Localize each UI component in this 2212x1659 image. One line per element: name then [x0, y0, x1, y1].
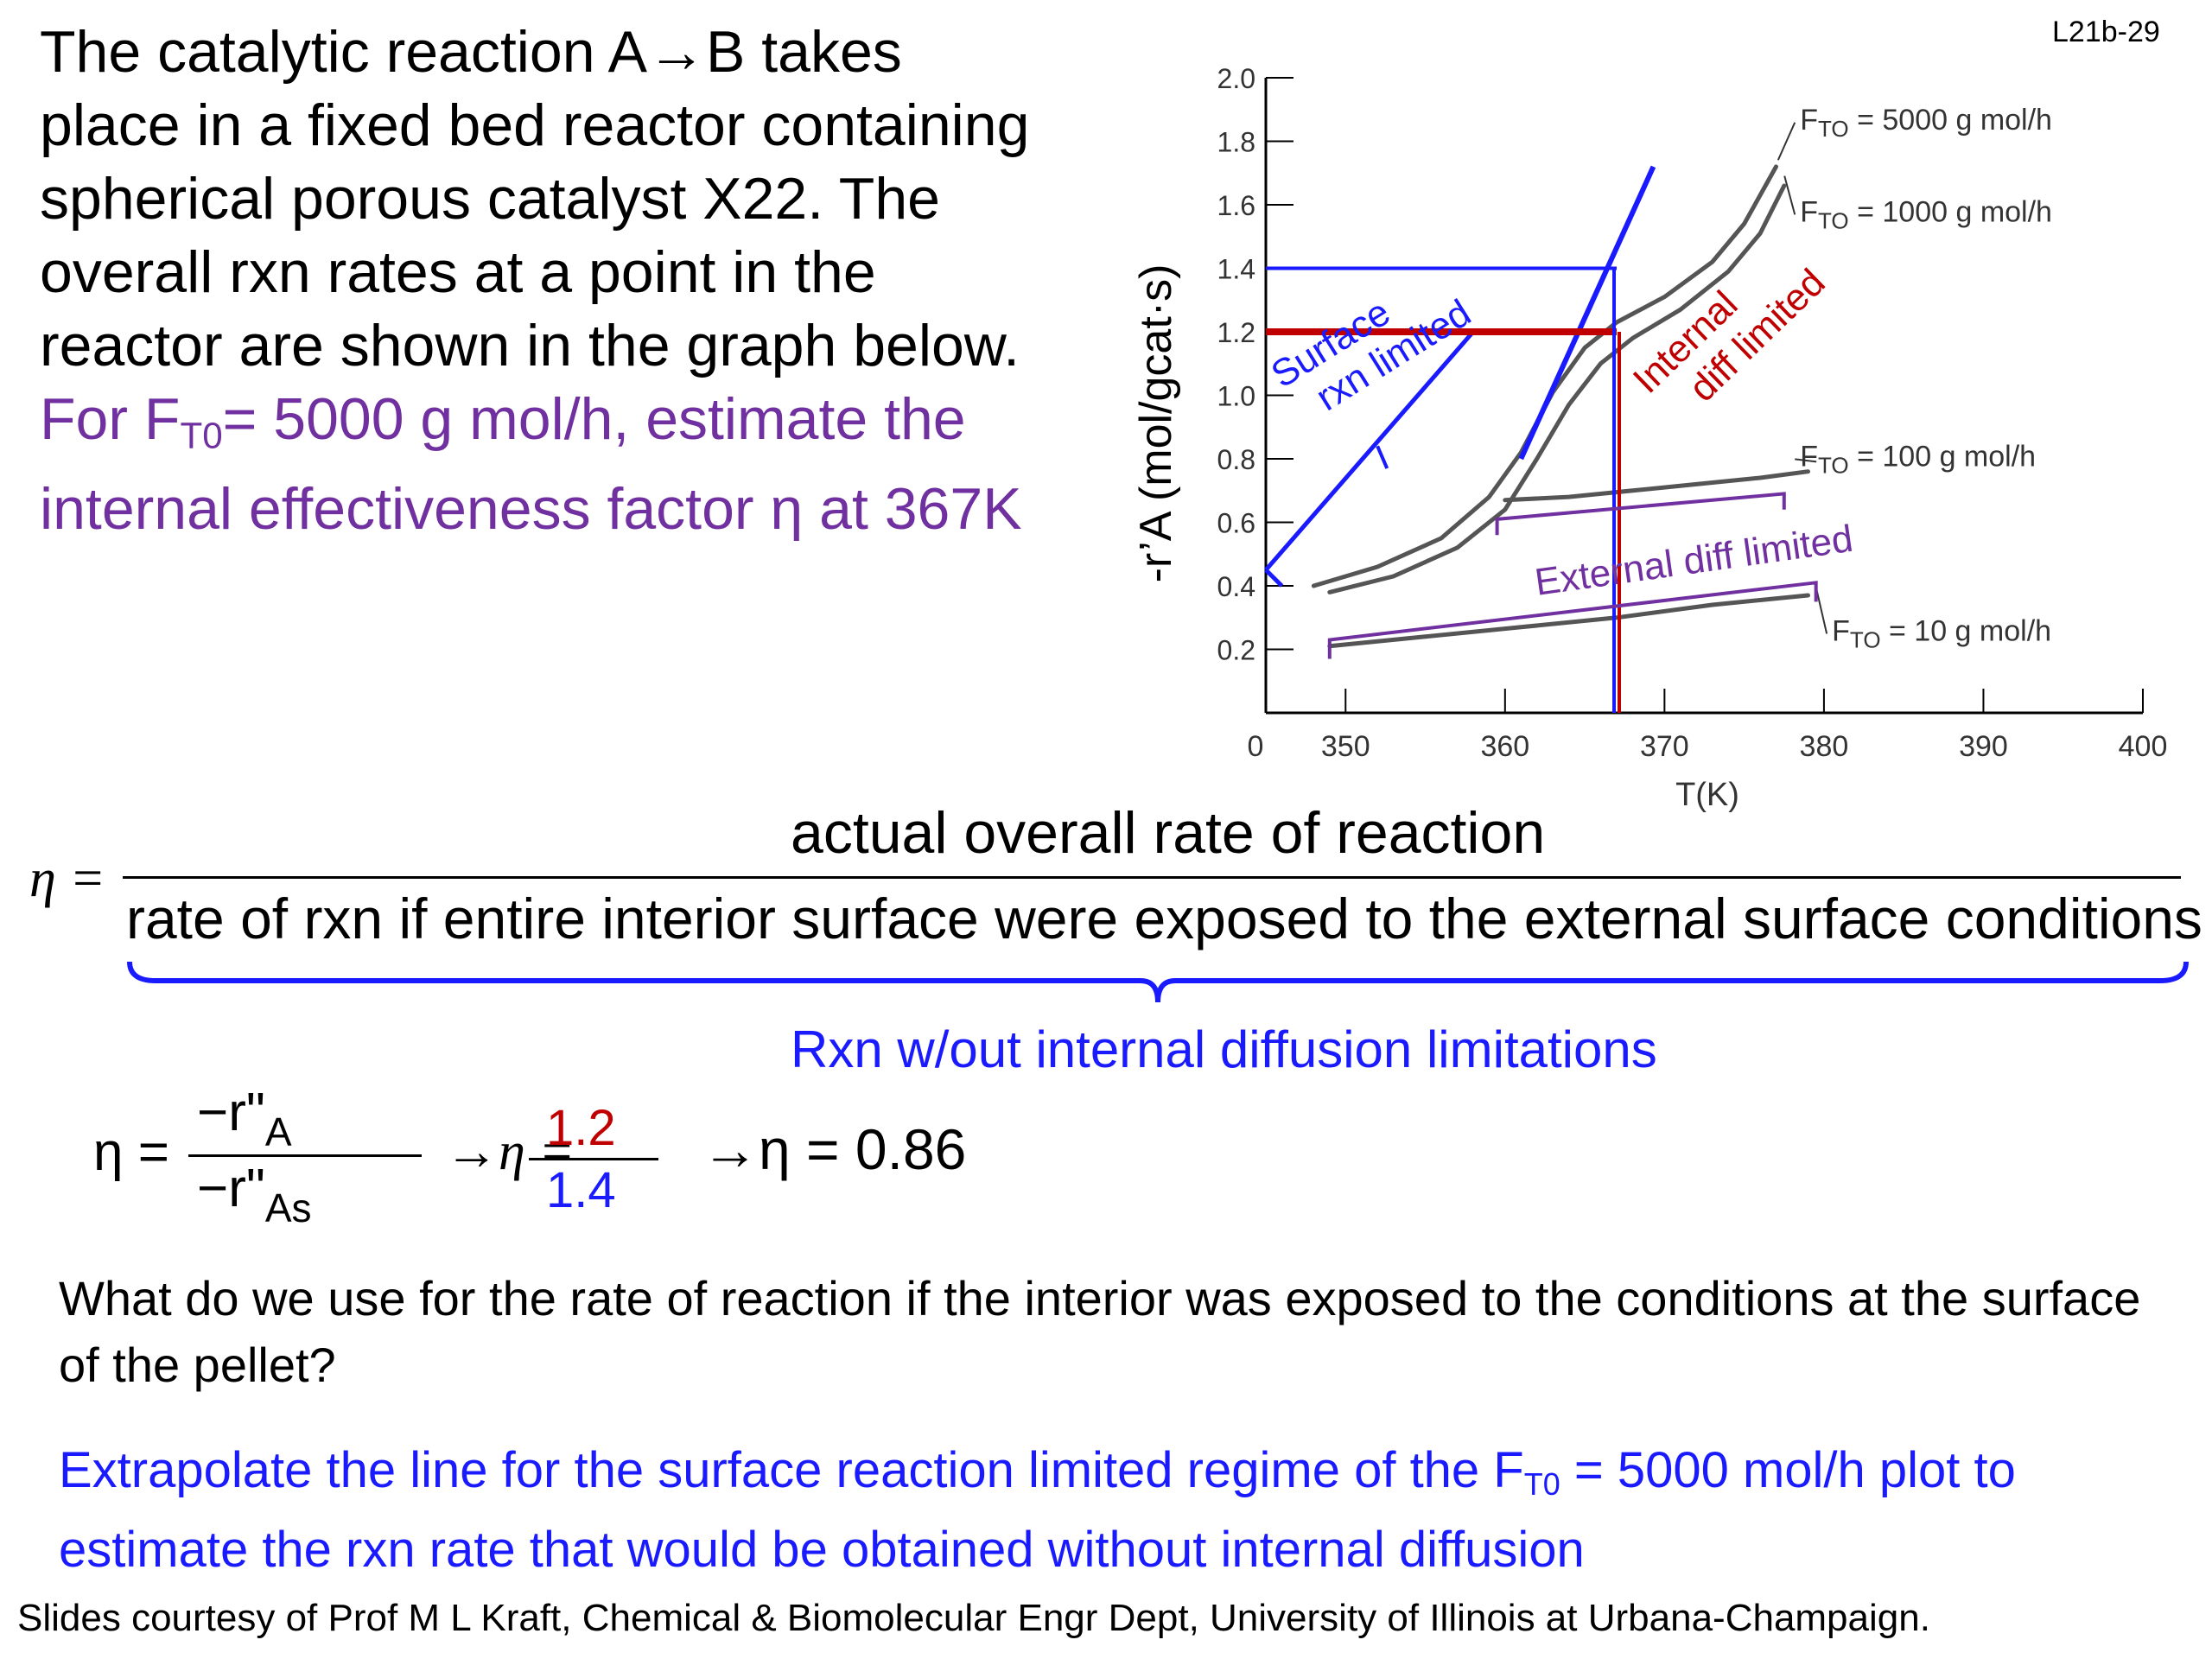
y-tick-label: 0.8	[1217, 444, 1255, 475]
series-label: FTO = 5000 g mol/h	[1800, 104, 2052, 142]
series-line	[1503, 469, 1810, 503]
y-tick-label: 1.2	[1217, 317, 1255, 348]
y-tick-label: 1.6	[1217, 190, 1255, 221]
credit-line: Slides courtesy of Prof M L Kraft, Chemi…	[17, 1597, 1930, 1639]
chart-ticks: 0.2 0.4 0.6 0.8 1.0 1.2 1.4 1.6 1.8 2.0 0 350 360 370…	[1217, 63, 2168, 763]
eta-calculation: η = −r"A −r"As →η = 1.2 1.4 →η = 0.86	[86, 1071, 1037, 1244]
problem-line: reactor are shown in the graph below.	[40, 313, 1020, 378]
eta-numerator: actual overall rate of reaction	[791, 800, 1546, 866]
problem-line: The catalytic reaction A→B takes	[40, 19, 902, 85]
x-tick-label: 400	[2119, 730, 2168, 763]
problem-statement: The catalytic reaction A→B takes place i…	[40, 16, 1103, 546]
series-label-arrow	[1815, 588, 1828, 634]
problem-line: spherical porous catalyst X22. The	[40, 166, 940, 232]
x-tick-label: 0	[1248, 730, 1264, 763]
eta-denominator: rate of rxn if entire interior surface w…	[126, 887, 2202, 950]
underbrace	[127, 961, 2189, 1003]
rate-numerator: −r"A	[197, 1083, 292, 1154]
series-label-arrow	[1795, 458, 1817, 463]
arrow-eta: →η =	[445, 1122, 575, 1181]
x-tick-label: 390	[1959, 730, 2008, 763]
series-label-arrow	[1777, 122, 1796, 161]
series-label: FTO = 10 g mol/h	[1832, 614, 2051, 652]
extrapolation-line	[1518, 165, 1656, 461]
series-label: FTO = 1000 g mol/h	[1800, 195, 2052, 233]
internal-diff-label: Internaldiff limited	[1625, 229, 1834, 434]
y-tick-label: 1.0	[1217, 381, 1255, 412]
y-tick-label: 0.4	[1217, 571, 1255, 602]
x-tick-label: 350	[1321, 730, 1370, 763]
series-line	[1327, 593, 1810, 649]
answer-text: Extrapolate the line for the surface rea…	[59, 1442, 2016, 1578]
surface-bracket-end	[1264, 568, 1284, 588]
fraction-bar	[188, 1154, 422, 1157]
problem-question: internal effectiveness factor η at 367K	[40, 475, 1022, 542]
question-text: What do we use for the rate of reaction …	[59, 1271, 2141, 1392]
y-tick-label: 2.0	[1217, 63, 1255, 94]
x-axis-label: T(K)	[1675, 777, 1739, 813]
value-denominator: 1.4	[546, 1162, 616, 1218]
external-bracket	[1495, 492, 1786, 536]
series-line	[1327, 183, 1787, 594]
series-label-arrow	[1783, 175, 1796, 215]
problem-question: For FT0= 5000 g mol/h, estimate the	[40, 386, 966, 456]
value-numerator: 1.2	[546, 1100, 616, 1156]
chart-series: FTO = 5000 g mol/h FTO = 1000 g mol/h FTO …	[1311, 104, 2052, 652]
y-axis-label: -r’A (mol/gcat·s)	[1131, 264, 1181, 583]
series-label: FTO = 100 g mol/h	[1800, 440, 2036, 478]
external-diff-label: External diff limited	[1532, 518, 1855, 604]
surface-bracket-line	[1264, 330, 1475, 572]
brace-label: Rxn w/out internal diffusion limitations	[791, 1020, 1657, 1078]
surface-bracket-tick	[1376, 445, 1389, 469]
chart-annotations: Surfacerxn limited Internaldiff limited Ex…	[1264, 165, 1855, 713]
rate-denominator: −r"As	[197, 1159, 312, 1230]
eta-result: →η = 0.86	[702, 1117, 967, 1181]
eta-symbol: η =	[29, 849, 106, 908]
x-tick-label: 380	[1800, 730, 1849, 763]
y-tick-label: 0.6	[1217, 508, 1255, 539]
x-tick-label: 360	[1480, 730, 1529, 763]
fraction-bar	[529, 1158, 658, 1160]
surface-rxn-label: Surfacerxn limited	[1264, 255, 1478, 433]
x-tick-label: 370	[1640, 730, 1689, 763]
problem-line: overall rxn rates at a point in the	[40, 239, 876, 305]
rate-vs-temperature-chart: 0.2 0.4 0.6 0.8 1.0 1.2 1.4 1.6 1.8 2.0 0 350 360 370…	[1131, 63, 2168, 813]
series-line	[1311, 164, 1778, 588]
y-tick-label: 1.8	[1217, 127, 1255, 158]
eta-label: η =	[93, 1122, 169, 1182]
external-bracket	[1327, 581, 1818, 659]
slide-id: L21b-29	[2052, 16, 2160, 48]
y-tick-label: 1.4	[1217, 254, 1255, 285]
problem-line: place in a fixed bed reactor containing	[40, 92, 1030, 158]
fraction-bar	[123, 876, 2181, 879]
y-tick-label: 0.2	[1217, 635, 1255, 666]
